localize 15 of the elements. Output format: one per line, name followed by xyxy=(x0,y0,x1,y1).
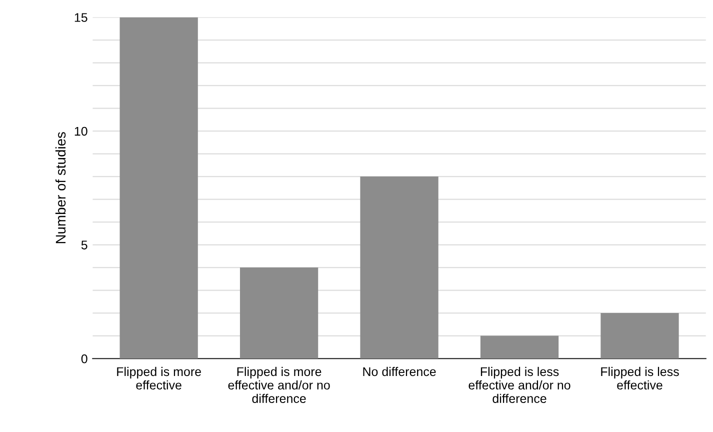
x-tick-label: Flipped is more effective xyxy=(117,366,201,390)
y-axis-title: Number of studies xyxy=(55,132,66,244)
bar xyxy=(480,336,559,359)
bar xyxy=(360,176,438,359)
x-tick-label: Flipped is more effective and/or no difference xyxy=(228,366,330,404)
y-tick-label: 0 xyxy=(81,354,88,364)
y-tick-label: 15 xyxy=(74,13,88,22)
y-tick-label: 10 xyxy=(74,126,88,136)
x-tick-label: Flipped is less effective and/or no difference xyxy=(468,366,570,404)
bar xyxy=(600,313,679,359)
y-tick-label: 5 xyxy=(81,240,88,250)
x-tick-label: No difference xyxy=(363,366,436,376)
x-tick-label: Flipped is less effective xyxy=(601,366,679,390)
bar xyxy=(120,17,198,359)
bar xyxy=(240,268,318,359)
